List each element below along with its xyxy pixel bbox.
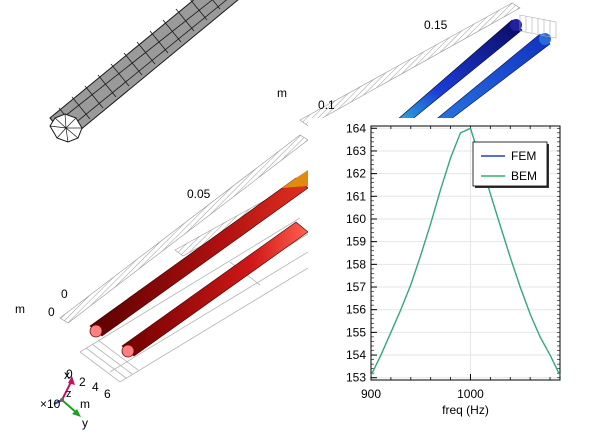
triad-y-label: y [82, 416, 88, 430]
legend-label-fem: FEM [511, 149, 536, 163]
legend-label-bem: BEM [511, 169, 537, 183]
triad-m-label: m [80, 397, 90, 411]
y-tick-label: 159 [346, 235, 366, 249]
ruler-tick-4: 4 [92, 380, 99, 394]
x-tick-label: 1000 [457, 387, 484, 401]
ruler-tick-2: 2 [79, 375, 86, 389]
y-tick-label: 155 [346, 325, 366, 339]
y-tick-label: 161 [346, 189, 366, 203]
y-tick-label: 162 [346, 167, 366, 181]
axis-unit-label-left: m [15, 302, 25, 316]
y-tick-label: 163 [346, 144, 366, 158]
axis-unit-label-top: m [277, 86, 287, 100]
scale-factor-label: ×10 [40, 397, 61, 411]
frequency-line-chart[interactable]: 153 154 155 156 157 158 159 160 161 162 163 164 900 1… [308, 118, 593, 442]
axis-triad [53, 376, 81, 417]
y-tick-label: 156 [346, 303, 366, 317]
grid-label-0-1: 0.1 [318, 98, 335, 112]
plot-frame [370, 125, 561, 381]
ruler-tick-0: 0 [66, 367, 73, 381]
y-tick-label: 157 [346, 280, 366, 294]
grid-label-0: 0 [61, 287, 68, 301]
wireframe-box [519, 14, 557, 39]
y-tick-label: 158 [346, 257, 366, 271]
pipe-blue-back [389, 19, 523, 127]
x-axis-label: freq (Hz) [442, 403, 489, 417]
legend-box [472, 141, 548, 187]
y-tick-label: 164 [346, 121, 366, 135]
ruler-tick-6: 6 [104, 387, 111, 401]
meshed-cylinder [49, 0, 239, 143]
axis-zero-label-left: 0 [48, 305, 55, 319]
grid-label-0-15: 0.15 [424, 18, 448, 32]
x-tick-label: 900 [361, 387, 381, 401]
y-tick-label: 153 [346, 371, 366, 385]
frequency-plot-panel[interactable]: 153 154 155 156 157 158 159 160 161 162 163 164 900 1… [308, 118, 593, 442]
grid-label-0-05: 0.05 [187, 187, 211, 201]
triad-z-label: z [66, 388, 72, 400]
series-line-bem [370, 127, 561, 376]
y-tick-label: 154 [346, 348, 366, 362]
y-tick-label: 160 [346, 212, 366, 226]
triad-x-label: x [64, 368, 70, 382]
